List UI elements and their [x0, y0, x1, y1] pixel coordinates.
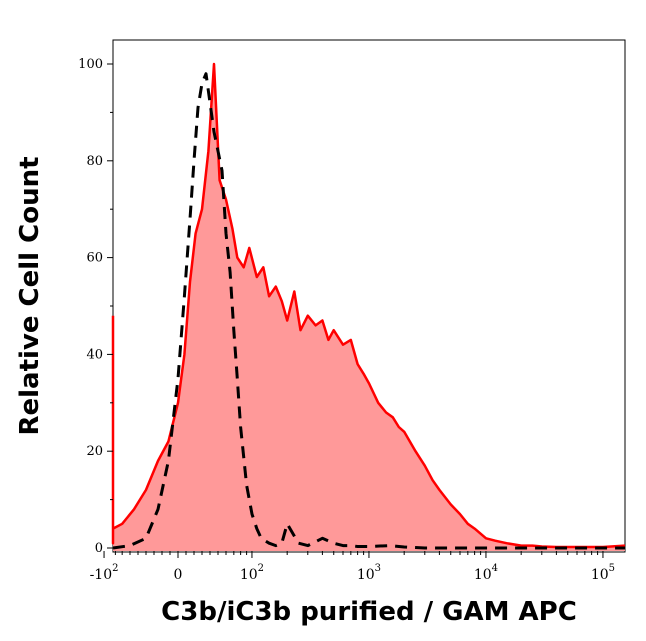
- x-tick-label-0: -102: [90, 563, 119, 583]
- y-tick-label-5: 100: [78, 57, 103, 72]
- series-1-line: [112, 72, 625, 550]
- x-tick-label-5: 105: [591, 563, 615, 583]
- x-tick-label-3: 103: [357, 563, 381, 583]
- x-axis-title: C3b/iC3b purified / GAM APC: [161, 597, 577, 627]
- y-tick-label-2: 40: [86, 347, 103, 362]
- x-tick-label-1: 0: [174, 567, 183, 583]
- x-tick-label-4: 104: [474, 563, 498, 583]
- y-tick-label-0: 0: [95, 541, 103, 556]
- axis-layer: 0 20 40 60 80 100 -102 0 102 103 104 105: [78, 57, 615, 583]
- y-tick-label-1: 20: [86, 444, 103, 459]
- y-tick-label-3: 60: [86, 251, 103, 266]
- x-tick-label-2: 102: [240, 563, 264, 583]
- series-layer: [111, 62, 626, 551]
- y-tick-label-4: 80: [86, 154, 103, 169]
- series-0-line: [111, 62, 626, 549]
- y-axis-title: Relative Cell Count: [15, 156, 45, 435]
